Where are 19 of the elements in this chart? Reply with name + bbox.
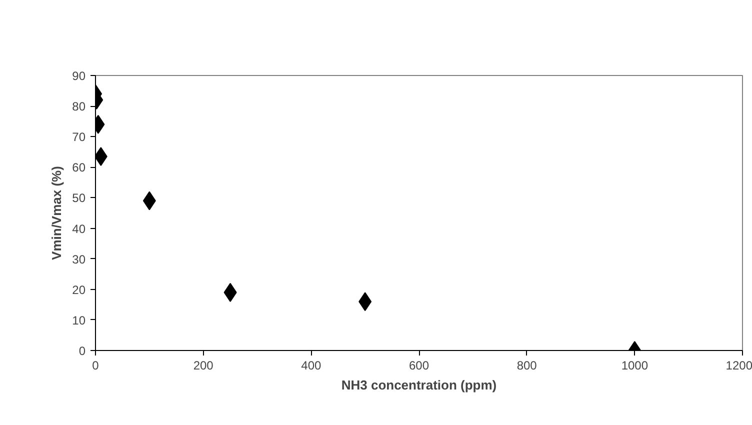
y-tick-label: 10 [72, 313, 86, 328]
y-tick-label: 40 [72, 222, 86, 236]
x-tick-label: 1000 [621, 358, 648, 372]
y-tick-label: 30 [72, 252, 86, 266]
y-tick-label: 50 [72, 191, 86, 206]
y-tick-label: 70 [72, 130, 86, 144]
y-tick-label: 0 [78, 344, 86, 358]
y-tick-label: 60 [72, 160, 86, 175]
y-axis-title: Vmin/Vmax (%) [49, 166, 64, 260]
x-tick-label: 200 [193, 358, 214, 372]
y-tick-label: 90 [72, 69, 86, 83]
y-tick-label: 80 [72, 100, 86, 114]
x-axis-title: NH3 concentration (ppm) [341, 378, 497, 392]
x-tick-label: 1200 [726, 358, 752, 372]
x-tick-label: 600 [408, 358, 430, 372]
x-tick-label: 400 [301, 358, 322, 372]
x-tick-label: 0 [92, 358, 100, 372]
x-tick-label: 800 [516, 358, 538, 372]
y-tick-label: 20 [72, 282, 86, 297]
